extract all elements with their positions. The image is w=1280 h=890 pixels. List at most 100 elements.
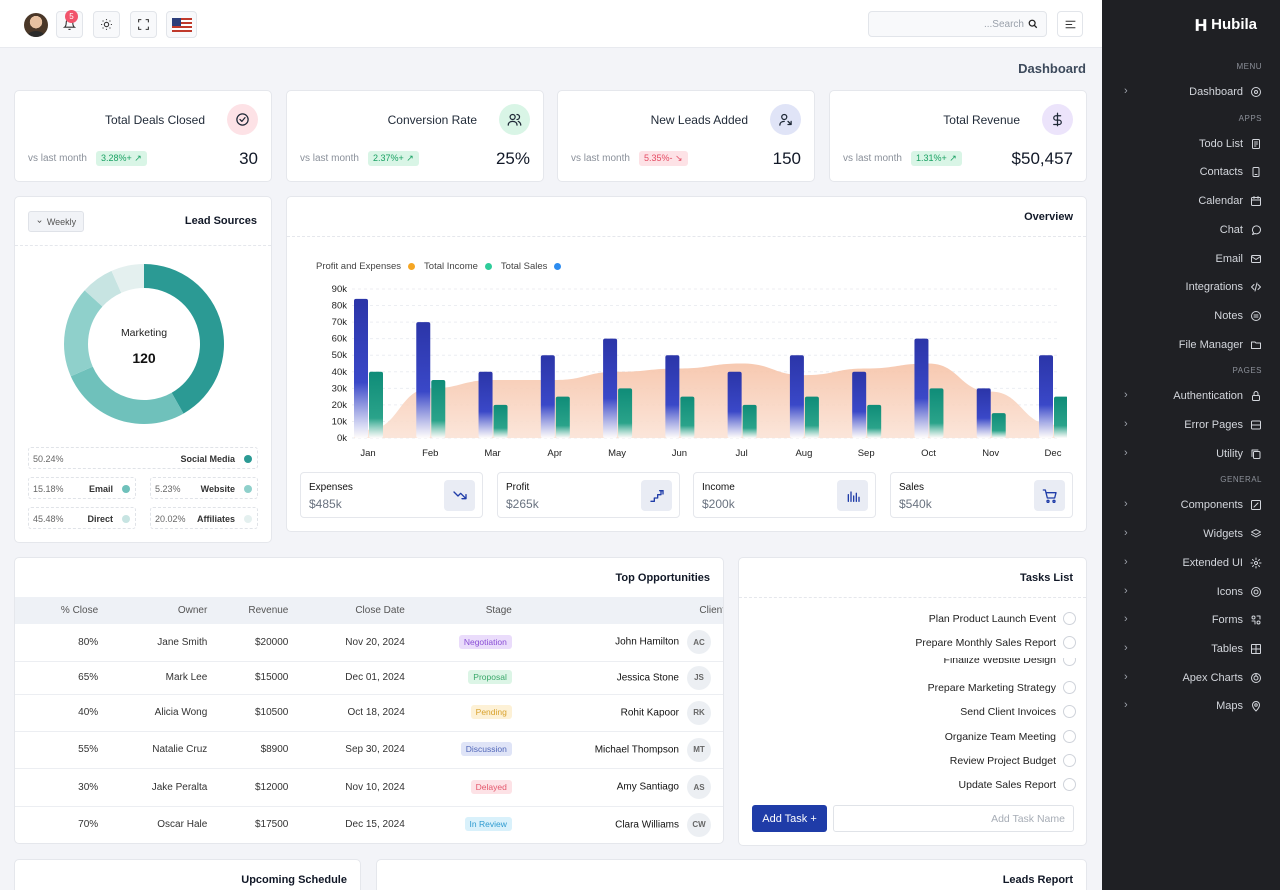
task-item[interactable]: Prepare Monthly Sales Report	[915, 636, 1076, 649]
income-bar[interactable]	[867, 404, 882, 438]
sidebar-item-notes[interactable]: Notes	[1102, 305, 1280, 327]
sales-bar[interactable]	[416, 322, 431, 438]
table-row[interactable]: 70% Oscar Hale $17500 Dec 15, 2024 In Re…	[15, 806, 723, 843]
donut-slice[interactable]	[64, 290, 103, 377]
table-row[interactable]: 30% Jake Peralta $12000 Nov 10, 2024 Del…	[15, 768, 723, 807]
table-row[interactable]: 55% Natalie Cruz $8900 Sep 30, 2024 Disc…	[15, 731, 723, 769]
menu-toggle-button[interactable]	[1057, 11, 1083, 37]
task-checkbox[interactable]	[1063, 612, 1076, 625]
sidebar-item-extended-ui[interactable]: › Extended UI	[1102, 552, 1280, 574]
task-checkbox[interactable]	[1063, 730, 1076, 743]
task-checkbox[interactable]	[1063, 658, 1076, 666]
sidebar-item-forms[interactable]: › Forms	[1102, 609, 1280, 631]
sales-bar[interactable]	[727, 371, 742, 438]
weekly-filter-dropdown[interactable]: Weekly	[28, 211, 84, 232]
task-checkbox[interactable]	[1063, 705, 1076, 718]
task-item[interactable]: Finalize Website Design	[944, 658, 1076, 666]
income-bar[interactable]	[680, 396, 695, 438]
owner: Natalie Cruz	[98, 731, 208, 769]
sidebar-item-todo-list[interactable]: Todo List	[1102, 133, 1280, 155]
sidebar-item-error-pages[interactable]: › Error Pages	[1102, 414, 1280, 436]
sales-bar[interactable]	[354, 298, 368, 438]
income-bar[interactable]	[991, 413, 1006, 438]
income-bar[interactable]	[369, 371, 383, 438]
table-row[interactable]: 80% Jane Smith $20000 Nov 20, 2024 Negot…	[15, 624, 723, 662]
sales-bar[interactable]	[914, 338, 929, 438]
donut-slice[interactable]	[84, 270, 122, 307]
sales-bar[interactable]	[665, 355, 680, 438]
table-row[interactable]: 40% Alicia Wong $10500 Oct 18, 2024 Pend…	[15, 694, 723, 732]
summary-icon-button[interactable]	[444, 480, 475, 511]
sales-bar[interactable]	[852, 371, 867, 438]
table-row[interactable]: 65% Mark Lee $15000 Dec 01, 2024 Proposa…	[15, 661, 723, 695]
sidebar-item-file-manager[interactable]: File Manager	[1102, 334, 1280, 356]
income-bar[interactable]	[804, 396, 819, 438]
income-bar[interactable]	[431, 380, 446, 438]
task-item[interactable]: Send Client Invoices	[960, 705, 1076, 718]
task-item[interactable]: Update Sales Report	[959, 778, 1076, 791]
sidebar-item-components[interactable]: › Components	[1102, 494, 1280, 516]
language-button[interactable]	[166, 11, 197, 38]
donut-slice[interactable]	[144, 264, 224, 414]
sidebar-item-utility[interactable]: › Utility	[1102, 443, 1280, 465]
column-header[interactable]: Revenue	[248, 605, 289, 616]
theme-toggle-button[interactable]	[93, 11, 120, 38]
overview-legend-item[interactable]: Total Income	[424, 261, 492, 272]
task-checkbox[interactable]	[1063, 681, 1076, 694]
overview-legend-item[interactable]: Profit and Expenses	[316, 261, 416, 272]
sales-bar[interactable]	[976, 388, 991, 438]
sidebar-item-calendar[interactable]: Calendar	[1102, 190, 1280, 212]
sales-bar[interactable]	[478, 371, 493, 438]
sidebar-item-icons[interactable]: › Icons	[1102, 581, 1280, 603]
task-item[interactable]: Plan Product Launch Event	[929, 612, 1076, 625]
sales-bar[interactable]	[603, 338, 618, 438]
sales-bar[interactable]	[540, 355, 555, 438]
sidebar-item-maps[interactable]: › Maps	[1102, 695, 1280, 717]
column-header[interactable]: % Close	[60, 605, 99, 616]
fullscreen-button[interactable]	[130, 11, 157, 38]
sales-bar[interactable]	[789, 355, 804, 438]
task-checkbox[interactable]	[1063, 778, 1076, 791]
task-checkbox[interactable]	[1063, 754, 1076, 767]
income-bar[interactable]	[618, 388, 633, 438]
sidebar-item-apex-charts[interactable]: › Apex Charts	[1102, 667, 1280, 689]
sidebar-item-widgets[interactable]: › Widgets	[1102, 523, 1280, 545]
sidebar-item-dashboard[interactable]: › Dashboard	[1102, 81, 1280, 103]
column-header[interactable]: Owner	[177, 605, 208, 616]
sidebar-item-chat[interactable]: Chat	[1102, 219, 1280, 241]
avatar[interactable]	[24, 13, 48, 37]
task-name-input[interactable]: Add Task Name	[833, 805, 1074, 832]
task-item[interactable]: Prepare Marketing Strategy	[928, 681, 1076, 694]
column-header[interactable]: Client	[699, 605, 724, 616]
summary-icon-button[interactable]	[837, 480, 868, 511]
task-checkbox[interactable]	[1063, 636, 1076, 649]
column-header[interactable]: Stage	[485, 605, 512, 616]
summary-icon-button[interactable]	[641, 480, 672, 511]
sales-bar[interactable]	[1039, 355, 1053, 438]
close-date: Nov 10, 2024	[288, 768, 405, 807]
income-bar[interactable]	[742, 404, 757, 438]
task-item[interactable]: Review Project Budget	[950, 754, 1076, 767]
summary-icon-button[interactable]	[1034, 480, 1065, 511]
sidebar-item-email[interactable]: Email	[1102, 248, 1280, 270]
y-tick-label: 20k	[332, 400, 348, 411]
sidebar-item-label: Maps	[1216, 700, 1243, 713]
sidebar-item-contacts[interactable]: Contacts	[1102, 161, 1280, 183]
donut-slice[interactable]	[111, 264, 144, 293]
notifications-button[interactable]: 5	[56, 10, 83, 38]
profit-expenses-area[interactable]	[354, 363, 1067, 439]
income-bar[interactable]	[555, 396, 570, 438]
column-header[interactable]: Close Date	[355, 605, 405, 616]
donut-slice[interactable]	[70, 366, 184, 424]
income-bar[interactable]	[1054, 396, 1067, 438]
sidebar-item-integrations[interactable]: Integrations	[1102, 276, 1280, 298]
overview-legend-item[interactable]: Total Sales	[501, 261, 562, 272]
brand-logo[interactable]: Hubila	[1194, 16, 1257, 33]
sidebar-item-authentication[interactable]: › Authentication	[1102, 385, 1280, 407]
add-task-button[interactable]: Add Task +	[752, 805, 827, 832]
task-item[interactable]: Organize Team Meeting	[945, 730, 1076, 743]
sidebar-item-tables[interactable]: › Tables	[1102, 638, 1280, 660]
income-bar[interactable]	[929, 388, 944, 438]
search-input[interactable]: ...Search	[868, 11, 1047, 37]
income-bar[interactable]	[493, 404, 508, 438]
